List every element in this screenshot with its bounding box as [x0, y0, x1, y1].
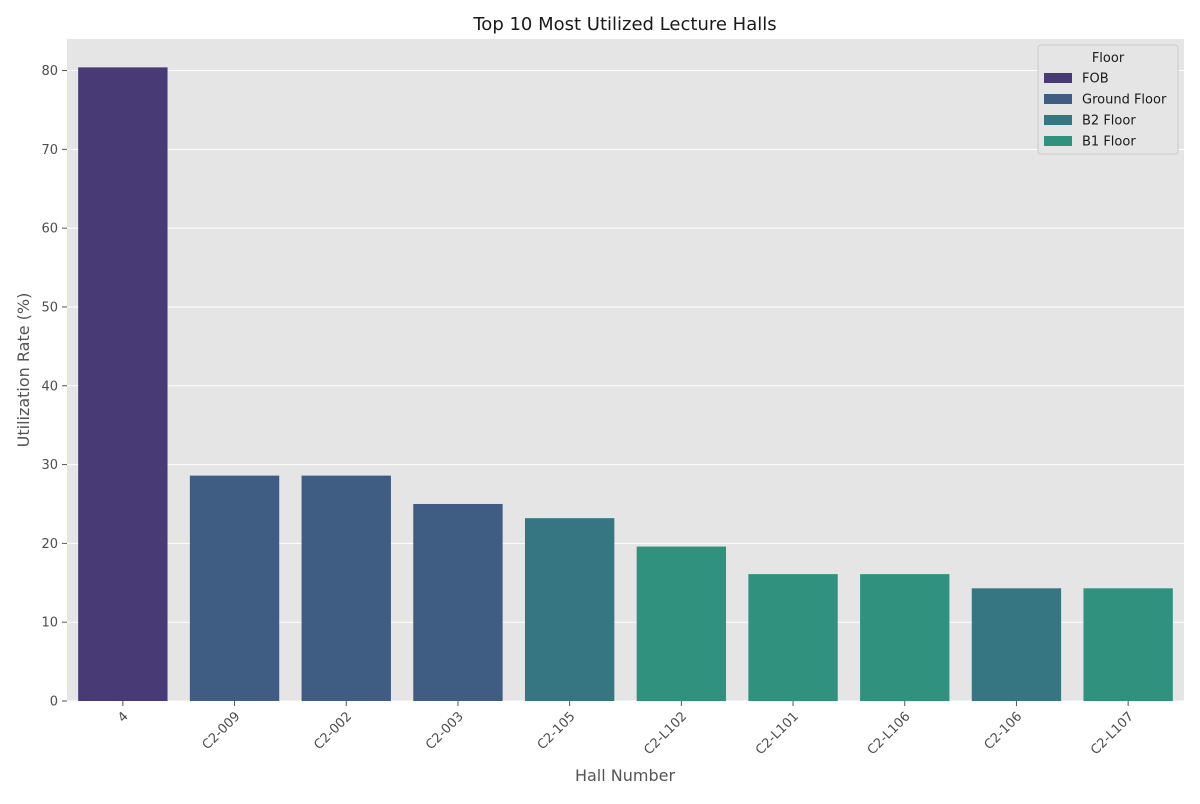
legend-entry-label: Ground Floor — [1082, 93, 1167, 108]
y-tick-label: 0 — [50, 695, 58, 710]
legend-entries: FOB Ground Floor B2 Floor B1 Floor — [1044, 72, 1167, 150]
legend-entry-label: B2 Floor — [1082, 114, 1136, 129]
bar-C2-L106 — [860, 574, 950, 701]
x-axis-ticks: 4 C2-009 C2-002 C2-003 C2-105 C2-L102 C2-L101 C… — [115, 701, 1137, 758]
legend-swatch — [1044, 94, 1072, 104]
x-tick-label: C2-003 — [423, 709, 467, 753]
legend-entry-label: FOB — [1082, 72, 1109, 87]
y-tick-label: 40 — [41, 379, 58, 394]
chart-title: Top 10 Most Utilized Lecture Halls — [472, 14, 776, 35]
legend-title: Floor — [1092, 51, 1125, 66]
y-tick-label: 10 — [41, 616, 58, 631]
x-tick-label: C2-106 — [982, 709, 1026, 753]
bar-C2-002 — [301, 475, 391, 701]
legend-swatch — [1044, 115, 1072, 125]
bar-C2-003 — [413, 503, 503, 701]
legend-swatch — [1044, 73, 1072, 83]
y-tick-label: 30 — [41, 458, 58, 473]
legend-box — [1037, 44, 1179, 155]
x-tick-label: 4 — [115, 709, 131, 725]
legend-swatch — [1044, 136, 1072, 146]
bar-C2-L102 — [636, 546, 727, 701]
x-tick-label: C2-009 — [200, 709, 244, 753]
x-tick-label: C2-105 — [535, 709, 579, 753]
bar-4 — [78, 67, 168, 701]
y-axis-label: Utilization Rate (%) — [14, 293, 33, 448]
y-axis-ticks: 0 10 20 30 40 50 60 70 80 — [41, 64, 67, 710]
bar-C2-009 — [189, 475, 280, 701]
y-tick-label: 70 — [41, 143, 58, 158]
y-tick-label: 80 — [41, 64, 58, 79]
bar-C2-L107 — [1083, 588, 1173, 701]
bars — [78, 67, 1173, 701]
bar-C2-106 — [971, 588, 1062, 701]
x-tick-label: C2-L106 — [865, 709, 914, 758]
x-tick-label: C2-L107 — [1088, 709, 1137, 758]
bar-C2-L101 — [748, 574, 838, 701]
y-tick-label: 50 — [41, 300, 58, 315]
x-tick-label: C2-L102 — [641, 709, 690, 758]
legend: Floor FOB Ground Floor B2 Floor B1 Floor — [1037, 44, 1179, 155]
x-axis-label: Hall Number — [575, 766, 676, 785]
x-tick-label: C2-L101 — [753, 709, 802, 758]
x-tick-label: C2-002 — [311, 709, 355, 753]
legend-entry-label: B1 Floor — [1082, 135, 1136, 150]
bar-C2-105 — [524, 518, 615, 701]
y-tick-label: 60 — [41, 222, 58, 237]
y-tick-label: 20 — [41, 537, 58, 552]
